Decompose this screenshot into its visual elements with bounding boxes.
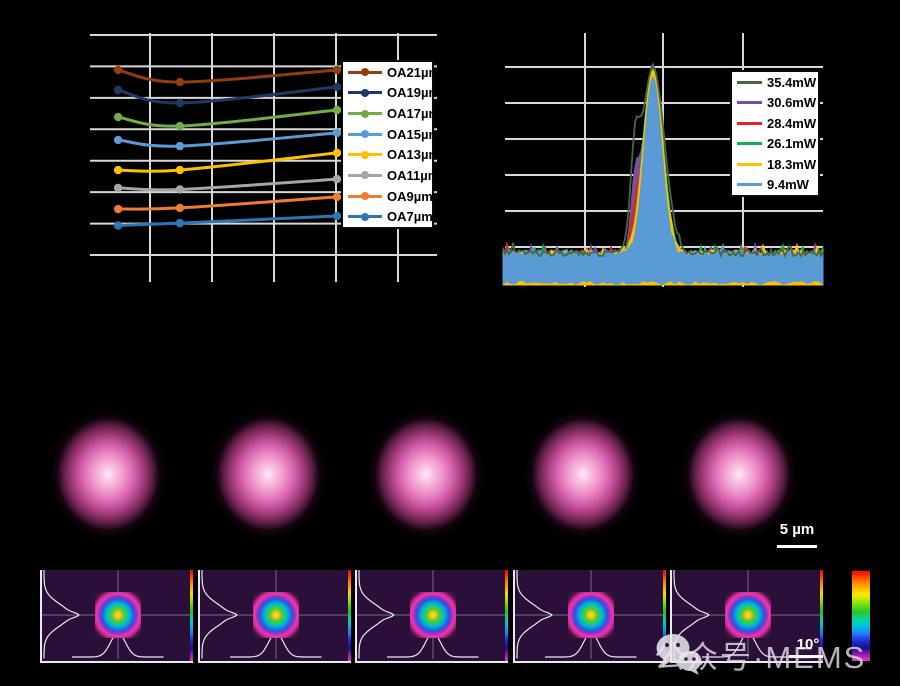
legend-label: 28.4mW [767, 115, 817, 131]
legend-label: OA11µm [387, 167, 440, 183]
panel-mini-colorbar [820, 570, 823, 661]
scale-bar-10deg-line [789, 655, 823, 658]
legend-line-sample [737, 101, 762, 105]
far-field-beam-spot [95, 592, 141, 638]
legend-label: OA13µm [387, 147, 441, 163]
legend-entry: 26.1mW [732, 134, 818, 155]
legend-line-sample [348, 150, 382, 159]
legend-line-sample [737, 142, 762, 146]
near-field-beam-spot [679, 411, 799, 543]
legend-line-sample [737, 183, 762, 187]
near-field-beam-spot [523, 411, 643, 543]
legend-entry: 18.3mW [732, 154, 818, 175]
legend-entry: 30.6mW [732, 93, 818, 114]
legend-line-sample [737, 121, 762, 125]
panel-mini-colorbar [663, 570, 666, 661]
far-field-profile-panel [198, 570, 351, 663]
far-field-beam-spot [725, 592, 771, 638]
legend-line-sample [348, 192, 382, 201]
legend-pump-power: 35.4mW 30.6mW 28.4mW 26.1mW 18.3mW 9.4mW [730, 70, 820, 197]
legend-line-sample [348, 212, 382, 221]
wechat-icon [656, 634, 702, 675]
near-field-beam-spot [366, 411, 486, 543]
legend-entry: OA17µm [343, 103, 440, 124]
legend-label: 26.1mW [767, 136, 817, 152]
far-field-beam-spot [253, 592, 299, 638]
legend-label: OA17µm [387, 106, 441, 122]
scale-bar-5um-line [777, 545, 817, 548]
intensity-colorbar [852, 571, 870, 661]
legend-entry: OA15µm [343, 124, 440, 145]
panel-mini-colorbar [348, 570, 351, 661]
legend-label: OA7µm [387, 209, 433, 225]
legend-entry: OA21µm [343, 62, 440, 83]
far-field-profile-panel [355, 570, 508, 663]
legend-line-sample [737, 162, 762, 166]
legend-label: OA9µm [387, 188, 433, 204]
panel-mini-colorbar [505, 570, 508, 661]
legend-line-sample [348, 88, 382, 97]
legend-label: OA15µm [387, 126, 441, 142]
far-field-beam-spot [410, 592, 456, 638]
panel-mini-colorbar [190, 570, 193, 661]
near-field-beam-spot [208, 411, 328, 543]
near-field-beam-spot [48, 411, 168, 543]
legend-entry: OA13µm [343, 145, 440, 166]
legend-line-sample [348, 68, 382, 77]
legend-label: OA19µm [387, 85, 441, 101]
far-field-beam-spot [568, 592, 614, 638]
legend-line-sample [737, 80, 762, 84]
legend-line-sample [348, 109, 382, 118]
legend-entry: OA7µm [343, 206, 433, 227]
far-field-profile-panel [670, 570, 823, 663]
legend-line-sample [348, 130, 382, 139]
legend-label: 30.6mW [767, 95, 817, 111]
watermark: 公众号·MEMS [654, 632, 866, 677]
legend-label: 18.3mW [767, 156, 817, 172]
far-field-profile-panel [513, 570, 666, 663]
scale-bar-10deg-label: 10° [796, 636, 820, 653]
scale-bar-5um-label: 5 µm [779, 521, 815, 538]
legend-optical-aperture: OA21µm OA19µm OA17µm OA15µm OA13µm OA11µm OA9µ… [341, 60, 440, 229]
legend-entry: 28.4mW [732, 113, 818, 134]
legend-entry: 35.4mW [732, 72, 818, 93]
legend-line-sample [348, 171, 382, 180]
legend-label: 35.4mW [767, 74, 817, 90]
legend-entry: OA19µm [343, 83, 440, 104]
legend-label: OA21µm [387, 64, 441, 80]
far-field-profile-panel [40, 570, 193, 663]
legend-entry: OA11µm [343, 165, 439, 186]
legend-entry: 9.4mW [732, 175, 818, 196]
legend-entry: OA9µm [343, 186, 433, 207]
legend-label: 9.4mW [767, 177, 809, 193]
